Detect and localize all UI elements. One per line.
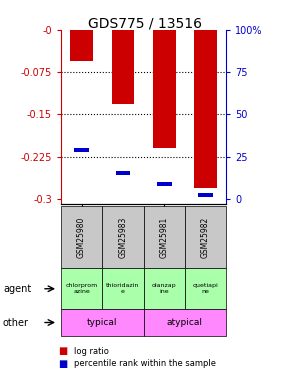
Bar: [194, 30, 217, 188]
Text: GSM25980: GSM25980: [77, 216, 86, 258]
Bar: [185, 268, 226, 309]
Bar: [144, 206, 185, 268]
Bar: [102, 206, 144, 268]
Bar: [61, 206, 102, 268]
Bar: [70, 30, 93, 61]
Text: chlorprom
azine: chlorprom azine: [66, 284, 98, 294]
Text: typical: typical: [87, 318, 117, 327]
Text: percentile rank within the sample: percentile rank within the sample: [74, 359, 216, 368]
Bar: [144, 309, 226, 336]
Bar: [74, 148, 89, 152]
Text: GSM25982: GSM25982: [201, 217, 210, 258]
Text: thioridazin
e: thioridazin e: [106, 284, 139, 294]
Text: GDS775 / 13516: GDS775 / 13516: [88, 17, 202, 31]
Text: quetiapi
ne: quetiapi ne: [193, 284, 218, 294]
Bar: [61, 309, 144, 336]
Bar: [153, 30, 175, 148]
Text: ■: ■: [58, 359, 67, 369]
Bar: [102, 268, 144, 309]
Text: atypical: atypical: [167, 318, 203, 327]
Text: agent: agent: [3, 284, 31, 294]
Text: ■: ■: [58, 346, 67, 356]
Text: log ratio: log ratio: [74, 347, 109, 356]
Text: olanzap
ine: olanzap ine: [152, 284, 177, 294]
Text: other: other: [3, 318, 29, 327]
Bar: [115, 171, 130, 176]
Bar: [185, 206, 226, 268]
Bar: [112, 30, 134, 104]
Bar: [144, 268, 185, 309]
Text: GSM25983: GSM25983: [118, 216, 127, 258]
Bar: [198, 193, 213, 197]
Bar: [61, 268, 102, 309]
Text: GSM25981: GSM25981: [160, 217, 169, 258]
Bar: [157, 182, 172, 186]
